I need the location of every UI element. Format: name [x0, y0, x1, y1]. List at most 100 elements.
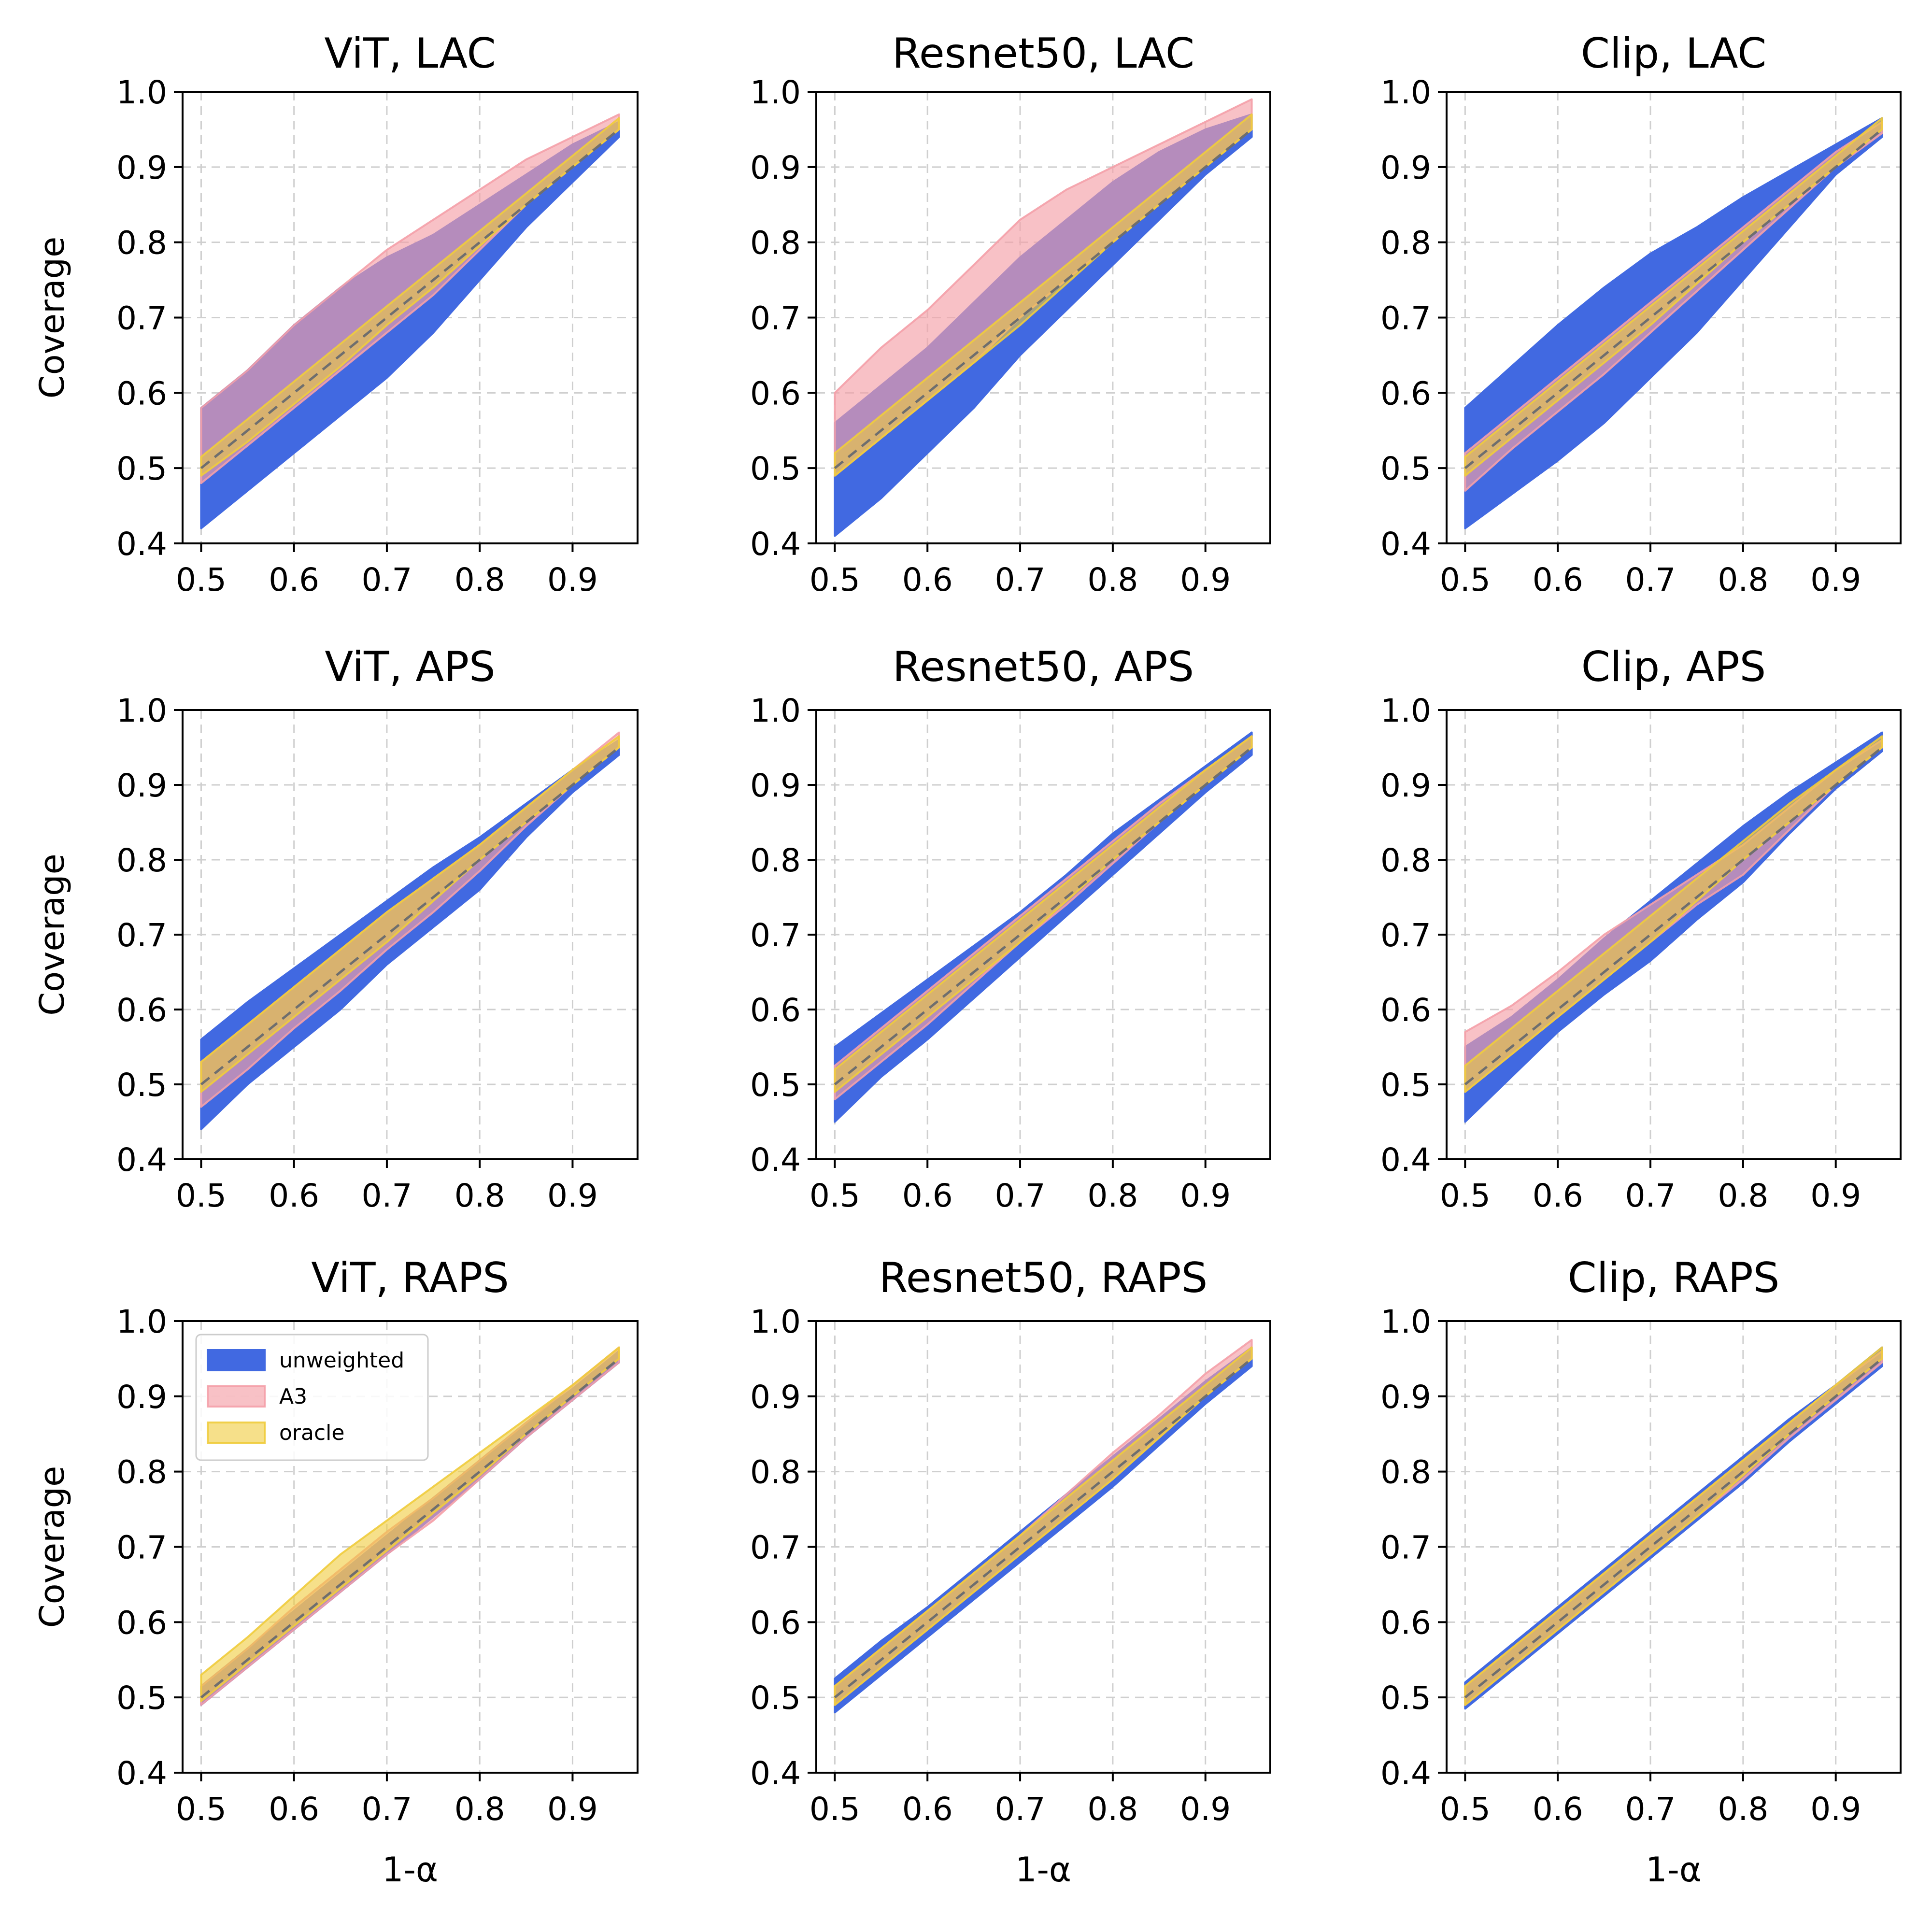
subplot-title: Clip, LAC — [1581, 29, 1766, 78]
band-oracle — [200, 117, 620, 477]
y-tick-label: 1.0 — [750, 692, 801, 729]
x-tick-label: 0.8 — [455, 1791, 505, 1828]
y-tick-label: 0.4 — [750, 526, 801, 563]
reference-diagonal — [834, 128, 1253, 469]
x-tick-label: 0.9 — [1810, 561, 1861, 598]
y-tick-label: 0.7 — [750, 300, 801, 337]
y-axis-label: Coverage — [32, 237, 72, 398]
x-tick-label: 0.8 — [1718, 561, 1768, 598]
x-tick-label: 0.7 — [1625, 1791, 1676, 1828]
x-tick-label: 0.7 — [995, 1177, 1046, 1214]
y-tick-label: 0.7 — [1380, 300, 1431, 337]
x-tick-label: 0.5 — [1440, 1791, 1491, 1828]
y-tick-label: 0.8 — [750, 1454, 801, 1491]
y-axis-label: Coverage — [32, 853, 72, 1015]
x-tick-label: 0.8 — [455, 561, 505, 598]
y-tick-label: 0.6 — [1380, 1604, 1431, 1641]
y-tick-label: 0.4 — [116, 1755, 167, 1792]
subplot-title: Clip, APS — [1581, 643, 1766, 691]
y-tick-label: 0.9 — [116, 767, 167, 804]
x-tick-label: 0.5 — [1440, 561, 1491, 598]
y-tick-label: 0.7 — [116, 300, 167, 337]
y-tick-label: 0.5 — [750, 450, 801, 487]
y-tick-label: 1.0 — [1380, 74, 1431, 111]
band-oracle — [200, 735, 620, 1093]
x-tick-label: 0.9 — [547, 1791, 598, 1828]
y-tick-label: 0.6 — [116, 992, 167, 1029]
y-tick-label: 0.9 — [1380, 1379, 1431, 1416]
y-tick-label: 0.6 — [750, 375, 801, 412]
subplot-6: 0.5 0.6 0.7 0.8 0.90.40.50.60.70.80.91.0Clip… — [1380, 643, 1902, 1214]
band-unweighted — [200, 121, 620, 529]
y-tick-label: 0.6 — [1380, 992, 1431, 1029]
x-tick-label: 0.6 — [269, 561, 319, 598]
y-tick-label: 0.5 — [750, 1679, 801, 1717]
y-tick-label: 0.7 — [1380, 917, 1431, 954]
y-tick-label: 0.8 — [116, 225, 167, 262]
y-tick-label: 0.4 — [750, 1141, 801, 1179]
x-tick-label: 0.8 — [1718, 1791, 1768, 1828]
y-tick-label: 1.0 — [116, 1303, 167, 1340]
y-tick-label: 0.8 — [1380, 225, 1431, 262]
y-tick-label: 0.5 — [750, 1067, 801, 1104]
subplot-8: 0.5 0.6 0.7 0.8 0.90.40.50.60.70.80.91.0Resn… — [750, 1254, 1271, 1890]
subplot-9: 0.5 0.6 0.7 0.8 0.90.40.50.60.70.80.91.0Clip… — [1380, 1254, 1902, 1890]
x-tick-label: 0.6 — [269, 1791, 319, 1828]
band-oracle — [1464, 117, 1883, 477]
subplot-title: ViT, RAPS — [311, 1254, 509, 1302]
x-tick-label: 0.5 — [176, 1177, 227, 1214]
x-tick-label: 0.6 — [1533, 1791, 1583, 1828]
x-tick-label: 0.8 — [1087, 561, 1138, 598]
x-tick-label: 0.7 — [361, 1177, 412, 1214]
x-axis-label: 1-α — [1015, 1850, 1071, 1890]
reference-diagonal — [200, 746, 620, 1085]
x-tick-label: 0.6 — [902, 1177, 953, 1214]
x-tick-label: 0.6 — [269, 1177, 319, 1214]
legend-swatch-unweighted — [207, 1349, 266, 1371]
y-tick-label: 0.5 — [1380, 450, 1431, 487]
y-tick-label: 0.8 — [1380, 1454, 1431, 1491]
x-tick-label: 0.6 — [1533, 561, 1583, 598]
x-tick-label: 0.9 — [1180, 561, 1231, 598]
y-tick-label: 0.7 — [1380, 1529, 1431, 1566]
x-tick-label: 0.9 — [547, 561, 598, 598]
x-tick-label: 0.8 — [1718, 1177, 1768, 1214]
reference-diagonal — [200, 1357, 620, 1699]
subplot-1: 0.5 0.6 0.7 0.8 0.90.40.50.60.70.80.91.0ViT,… — [32, 29, 639, 598]
reference-diagonal — [834, 746, 1253, 1085]
y-tick-label: 0.4 — [1380, 1141, 1431, 1179]
subplot-7: 0.5 0.6 0.7 0.8 0.90.40.50.60.70.80.91.0ViT,… — [32, 1254, 639, 1890]
legend: unweighted A3 oracle — [195, 1334, 429, 1461]
y-tick-label: 0.8 — [116, 1454, 167, 1491]
reference-diagonal — [1464, 746, 1883, 1085]
x-tick-label: 0.9 — [1810, 1177, 1861, 1214]
subplot-5: 0.5 0.6 0.7 0.8 0.90.40.50.60.70.80.91.0Resn… — [750, 643, 1271, 1214]
y-tick-label: 0.5 — [116, 1067, 167, 1104]
y-tick-label: 0.5 — [1380, 1679, 1431, 1717]
y-tick-label: 1.0 — [116, 692, 167, 729]
y-tick-label: 0.4 — [750, 1755, 801, 1792]
x-tick-label: 0.7 — [995, 1791, 1046, 1828]
y-tick-label: 0.9 — [750, 149, 801, 186]
y-tick-label: 0.5 — [116, 450, 167, 487]
band-oracle — [834, 113, 1253, 477]
x-tick-label: 0.5 — [810, 1177, 860, 1214]
y-tick-label: 0.5 — [116, 1679, 167, 1717]
y-tick-label: 1.0 — [116, 74, 167, 111]
y-tick-label: 0.4 — [116, 526, 167, 563]
band-unweighted — [1464, 117, 1883, 529]
y-tick-label: 0.8 — [116, 842, 167, 879]
y-tick-label: 0.7 — [116, 917, 167, 954]
x-tick-label: 0.6 — [1533, 1177, 1583, 1214]
y-tick-label: 1.0 — [750, 1303, 801, 1340]
subplot-title: ViT, APS — [325, 643, 495, 691]
x-tick-label: 0.9 — [547, 1177, 598, 1214]
y-tick-label: 0.8 — [750, 225, 801, 262]
y-tick-label: 0.9 — [116, 1379, 167, 1416]
subplot-title: Resnet50, APS — [893, 643, 1194, 691]
x-tick-label: 0.7 — [1625, 561, 1676, 598]
x-tick-label: 0.9 — [1180, 1177, 1231, 1214]
x-axis-label: 1-α — [1646, 1850, 1702, 1890]
x-tick-label: 0.8 — [1087, 1177, 1138, 1214]
